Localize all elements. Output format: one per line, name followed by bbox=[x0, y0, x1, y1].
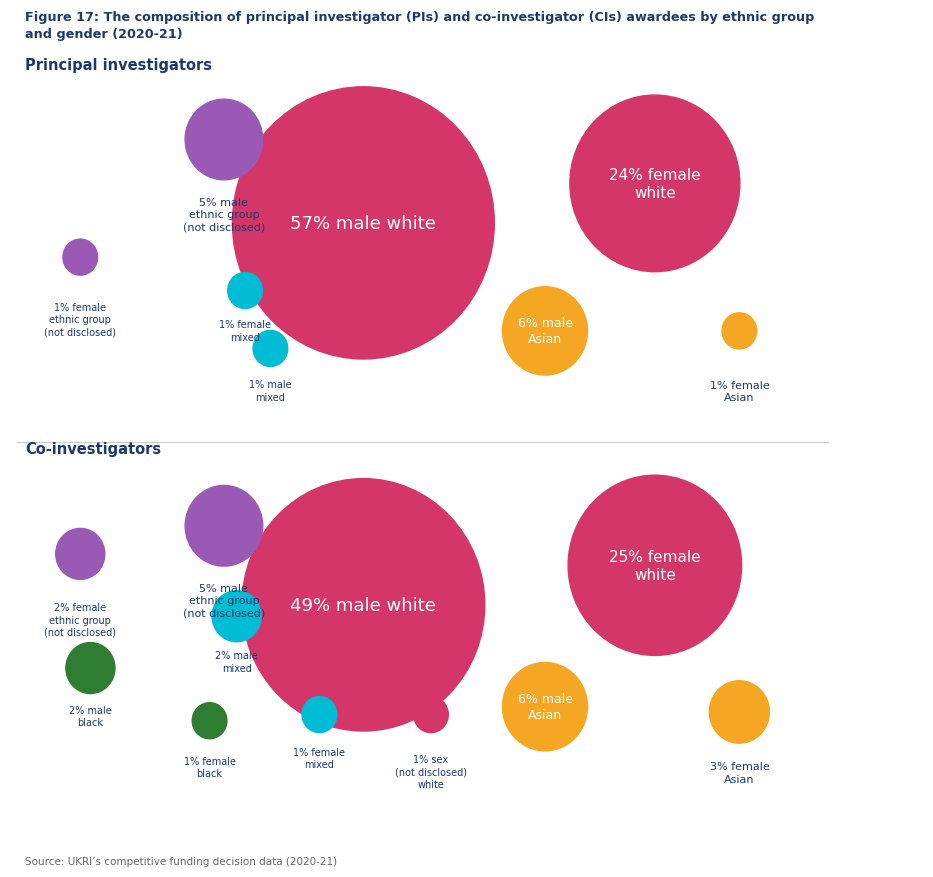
Text: 1% female
mixed: 1% female mixed bbox=[219, 320, 272, 343]
Circle shape bbox=[212, 591, 261, 642]
Text: Principal investigators: Principal investigators bbox=[25, 58, 213, 74]
Text: 2% male
black: 2% male black bbox=[69, 705, 112, 728]
Text: 6% male
Asian: 6% male Asian bbox=[518, 692, 573, 722]
Circle shape bbox=[570, 96, 740, 273]
Text: 5% male
ethnic group
(not disclosed): 5% male ethnic group (not disclosed) bbox=[183, 197, 265, 232]
Text: 1% male
mixed: 1% male mixed bbox=[249, 380, 292, 403]
Circle shape bbox=[302, 696, 337, 733]
Text: and gender (2020-21): and gender (2020-21) bbox=[25, 28, 183, 41]
Text: 24% female
white: 24% female white bbox=[609, 168, 701, 201]
Circle shape bbox=[232, 88, 494, 360]
Text: 1% female
Asian: 1% female Asian bbox=[709, 381, 769, 403]
Circle shape bbox=[722, 313, 757, 350]
Circle shape bbox=[63, 239, 98, 276]
Circle shape bbox=[503, 663, 588, 751]
Text: 2% female
ethnic group
(not disclosed): 2% female ethnic group (not disclosed) bbox=[44, 602, 117, 638]
Circle shape bbox=[56, 529, 104, 580]
Circle shape bbox=[413, 696, 448, 733]
Text: 57% male white: 57% male white bbox=[290, 215, 437, 232]
Text: 6% male
Asian: 6% male Asian bbox=[518, 317, 573, 346]
Circle shape bbox=[568, 475, 742, 656]
Circle shape bbox=[228, 273, 262, 310]
Text: Source: UKRI’s competitive funding decision data (2020-21): Source: UKRI’s competitive funding decis… bbox=[25, 857, 338, 866]
Text: 25% female
white: 25% female white bbox=[609, 549, 701, 582]
Circle shape bbox=[66, 643, 115, 694]
Text: Figure 17: The composition of principal investigator (PIs) and co-investigator (: Figure 17: The composition of principal … bbox=[25, 11, 815, 24]
Text: Co-investigators: Co-investigators bbox=[25, 441, 161, 457]
Text: 1% female
ethnic group
(not disclosed): 1% female ethnic group (not disclosed) bbox=[44, 303, 117, 338]
Circle shape bbox=[503, 288, 588, 375]
Text: 3% female
Asian: 3% female Asian bbox=[709, 761, 769, 784]
Circle shape bbox=[192, 702, 227, 739]
Circle shape bbox=[709, 681, 770, 744]
Circle shape bbox=[185, 486, 263, 567]
Circle shape bbox=[242, 479, 485, 731]
Text: 1% female
mixed: 1% female mixed bbox=[293, 747, 345, 770]
Text: 5% male
ethnic group
(not disclosed): 5% male ethnic group (not disclosed) bbox=[183, 583, 265, 618]
Circle shape bbox=[253, 331, 287, 367]
Text: 2% male
mixed: 2% male mixed bbox=[216, 651, 258, 674]
Text: 1% sex
(not disclosed)
white: 1% sex (not disclosed) white bbox=[395, 754, 466, 789]
Text: 1% female
black: 1% female black bbox=[184, 756, 235, 779]
Circle shape bbox=[185, 100, 263, 181]
Text: 49% male white: 49% male white bbox=[290, 596, 437, 614]
